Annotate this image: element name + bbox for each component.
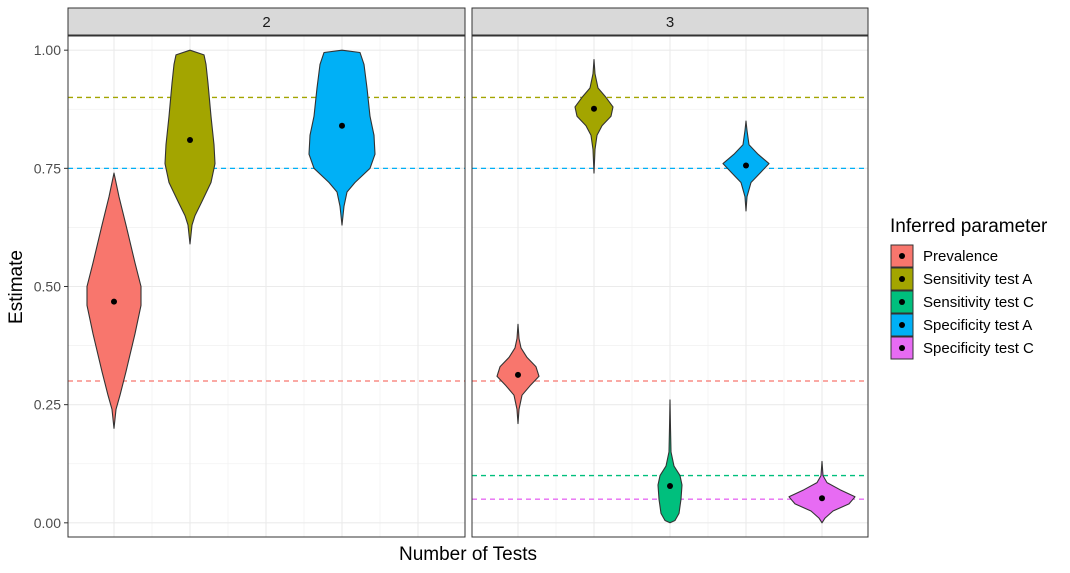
legend-item: Prevalence bbox=[890, 244, 998, 268]
legend-label: Prevalence bbox=[923, 248, 998, 265]
legend-key-point bbox=[899, 345, 905, 351]
legend-label: Sensitivity test C bbox=[923, 294, 1034, 311]
violin-point bbox=[667, 482, 673, 489]
y-tick-label: 1.00 bbox=[34, 42, 61, 58]
panel-strip bbox=[67, 7, 466, 36]
violin-shape bbox=[657, 399, 683, 524]
violin-point bbox=[591, 105, 597, 112]
violin-shape bbox=[788, 460, 856, 524]
y-tick-label: 0.25 bbox=[34, 397, 61, 413]
violin-point bbox=[187, 136, 193, 143]
violin-point bbox=[339, 122, 345, 129]
y-tick-label: 0.00 bbox=[34, 515, 61, 531]
legend-key-point bbox=[899, 253, 905, 259]
panel-strip bbox=[471, 7, 869, 36]
violin-point bbox=[515, 371, 521, 378]
y-tick-label: 0.50 bbox=[34, 279, 61, 295]
legend-key-point bbox=[899, 276, 905, 282]
legend-label: Specificity test A bbox=[923, 317, 1032, 334]
violin-point bbox=[819, 495, 825, 502]
panel-3 bbox=[471, 35, 869, 538]
violin-shape bbox=[574, 59, 614, 174]
legend-item: Specificity test A bbox=[890, 313, 1032, 337]
legend-item: Specificity test C bbox=[890, 336, 1034, 360]
legend-key-point bbox=[899, 322, 905, 328]
y-tick-label: 0.75 bbox=[34, 160, 61, 176]
legend-title: Inferred parameter bbox=[890, 216, 1048, 237]
legend-item: Sensitivity test A bbox=[890, 267, 1032, 291]
violin-shape bbox=[308, 49, 376, 226]
legend-label: Specificity test C bbox=[923, 340, 1034, 357]
panel-2 bbox=[67, 35, 466, 538]
legend: Inferred parameter Prevalence Sensitivity… bbox=[890, 216, 1048, 360]
panel-strip-label: 3 bbox=[666, 14, 674, 31]
panel-strip-label: 2 bbox=[262, 14, 270, 31]
violin-point bbox=[743, 162, 749, 169]
legend-item: Sensitivity test C bbox=[890, 290, 1034, 314]
legend-key-point bbox=[899, 299, 905, 305]
violin-point bbox=[111, 298, 117, 305]
legend-label: Sensitivity test A bbox=[923, 271, 1032, 288]
violin-shape bbox=[164, 49, 216, 245]
panel-border bbox=[471, 35, 869, 538]
x-axis-title: Number of Tests bbox=[399, 544, 537, 565]
y-axis-title: Estimate bbox=[6, 250, 27, 324]
